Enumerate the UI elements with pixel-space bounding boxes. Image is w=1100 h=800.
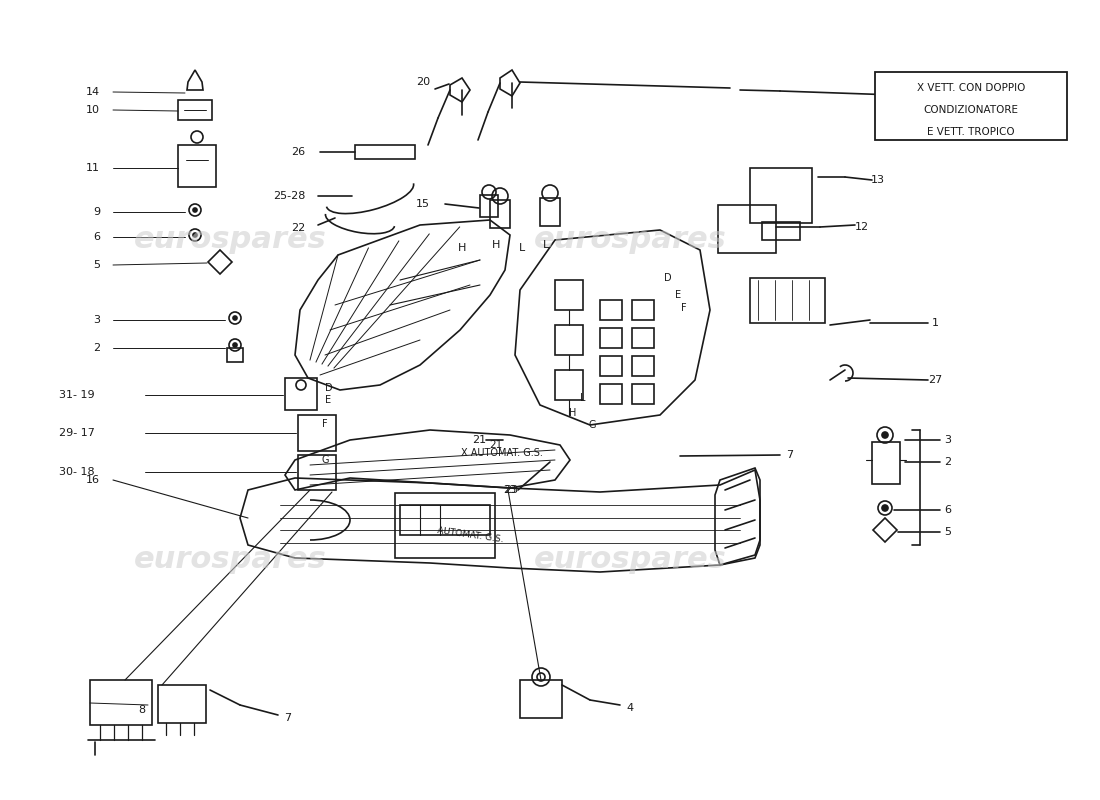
Text: 6: 6 xyxy=(94,232,100,242)
Text: 10: 10 xyxy=(86,105,100,115)
Text: G: G xyxy=(322,455,330,465)
Text: 16: 16 xyxy=(86,475,100,485)
Text: 23: 23 xyxy=(504,485,517,495)
Circle shape xyxy=(192,233,197,237)
Text: 11: 11 xyxy=(86,163,100,173)
Bar xyxy=(632,328,654,348)
Bar xyxy=(178,145,216,187)
Text: F: F xyxy=(322,419,328,429)
Text: 23: 23 xyxy=(504,485,518,495)
Text: eurospares: eurospares xyxy=(534,546,726,574)
Circle shape xyxy=(882,432,888,438)
Bar xyxy=(556,325,583,355)
Text: 27: 27 xyxy=(928,375,942,385)
Text: 31- 19: 31- 19 xyxy=(59,390,95,400)
Text: 2: 2 xyxy=(945,457,952,467)
Text: L: L xyxy=(581,393,585,403)
Text: 12: 12 xyxy=(855,222,869,232)
Text: 29- 17: 29- 17 xyxy=(59,428,95,438)
Text: D: D xyxy=(324,383,332,393)
Text: 21: 21 xyxy=(472,435,486,445)
Bar xyxy=(600,300,621,320)
Bar xyxy=(632,300,654,320)
Text: 2: 2 xyxy=(92,343,100,353)
Text: 5: 5 xyxy=(94,260,100,270)
Bar xyxy=(178,100,212,120)
Text: 8: 8 xyxy=(138,705,145,715)
Text: H: H xyxy=(570,408,576,418)
Bar xyxy=(600,328,621,348)
Text: 4: 4 xyxy=(626,703,634,713)
Text: 7: 7 xyxy=(786,450,793,460)
Text: 1: 1 xyxy=(932,318,938,328)
Text: eurospares: eurospares xyxy=(534,226,726,254)
Text: E: E xyxy=(675,290,681,300)
Text: 9: 9 xyxy=(92,207,100,217)
Text: 14: 14 xyxy=(86,87,100,97)
Text: 5: 5 xyxy=(945,527,952,537)
Text: 3: 3 xyxy=(945,435,952,445)
Bar xyxy=(355,145,415,159)
Text: 20: 20 xyxy=(416,77,430,87)
Text: AUTOMAT. G.S.: AUTOMAT. G.S. xyxy=(437,526,504,544)
Text: F: F xyxy=(681,303,686,313)
Text: L: L xyxy=(543,240,549,250)
Bar xyxy=(762,222,800,240)
Text: X AUTOMAT. G.S.: X AUTOMAT. G.S. xyxy=(461,448,543,458)
Bar xyxy=(90,680,152,725)
Text: 15: 15 xyxy=(416,199,430,209)
Text: 21: 21 xyxy=(490,440,503,450)
Bar xyxy=(490,200,510,228)
Text: CONDIZIONATORE: CONDIZIONATORE xyxy=(923,105,1019,115)
Text: E: E xyxy=(324,395,331,405)
Bar xyxy=(872,442,900,484)
Bar xyxy=(556,280,583,310)
Bar xyxy=(874,72,1067,140)
Circle shape xyxy=(233,316,236,320)
Text: eurospares: eurospares xyxy=(133,546,327,574)
Bar xyxy=(158,685,206,723)
Bar xyxy=(285,378,317,410)
Bar xyxy=(480,195,498,217)
Text: 6: 6 xyxy=(945,505,952,515)
Text: X VETT. CON DOPPIO: X VETT. CON DOPPIO xyxy=(916,83,1025,93)
Circle shape xyxy=(192,208,197,212)
Text: D: D xyxy=(664,273,672,283)
Text: E VETT. TROPICO: E VETT. TROPICO xyxy=(927,127,1014,137)
Text: L: L xyxy=(519,243,525,253)
Text: H: H xyxy=(458,243,466,253)
Bar xyxy=(632,356,654,376)
Text: 13: 13 xyxy=(871,175,886,185)
Bar xyxy=(718,205,776,253)
Bar xyxy=(632,384,654,404)
Text: 3: 3 xyxy=(94,315,100,325)
Bar xyxy=(227,348,243,362)
Text: eurospares: eurospares xyxy=(133,226,327,254)
Circle shape xyxy=(233,343,236,347)
Text: 30- 18: 30- 18 xyxy=(59,467,95,477)
Bar xyxy=(395,493,495,558)
Text: 22: 22 xyxy=(290,223,305,233)
Text: 26: 26 xyxy=(290,147,305,157)
Text: 7: 7 xyxy=(285,713,292,723)
Bar xyxy=(298,415,336,451)
Bar xyxy=(556,370,583,400)
Text: G: G xyxy=(588,420,596,430)
Bar xyxy=(600,384,621,404)
Text: H: H xyxy=(492,240,500,250)
Text: 25-28: 25-28 xyxy=(273,191,305,201)
Circle shape xyxy=(882,505,888,511)
Bar xyxy=(400,505,490,535)
Bar xyxy=(540,198,560,226)
Bar xyxy=(750,278,825,323)
Bar xyxy=(750,168,812,223)
Bar xyxy=(600,356,621,376)
Bar xyxy=(298,455,336,490)
Bar xyxy=(520,680,562,718)
Text: 24: 24 xyxy=(893,90,907,100)
